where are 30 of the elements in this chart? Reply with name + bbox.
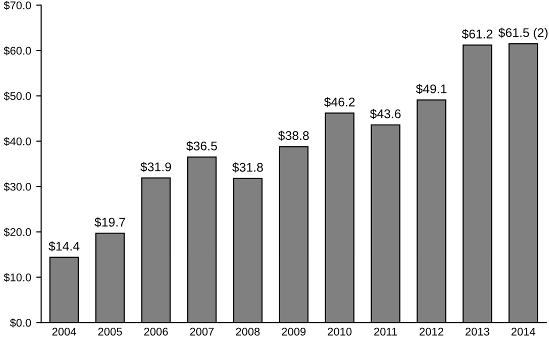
- data-label: $38.8: [278, 130, 309, 141]
- data-label: $43.6: [370, 108, 401, 119]
- data-label: $36.5: [186, 141, 217, 152]
- x-tick-label: 2009: [282, 328, 306, 336]
- data-label: $31.8: [232, 162, 263, 172]
- data-label: $19.7: [94, 217, 126, 228]
- y-tick-label: $50.0: [4, 92, 32, 101]
- x-tick-label: 2014: [512, 328, 536, 336]
- data-label: $46.2: [324, 97, 355, 108]
- x-tick-label: 2007: [190, 328, 214, 336]
- y-tick-label: $70.0: [4, 0, 32, 10]
- x-tick-label: 2006: [144, 328, 168, 336]
- data-label: $61.5 (2): [498, 28, 548, 40]
- x-tick-label: 2011: [374, 328, 397, 336]
- y-tick-label: $0.0: [10, 318, 32, 328]
- data-label: $14.4: [48, 241, 80, 252]
- x-tick-label: 2004: [52, 328, 76, 336]
- x-tick-label: 2008: [236, 328, 260, 336]
- data-label: $61.2: [462, 29, 492, 40]
- data-label: $31.9: [140, 162, 172, 172]
- x-tick-label: 2005: [98, 328, 122, 336]
- y-tick-label: $60.0: [4, 46, 32, 56]
- y-tick-label: $10.0: [4, 273, 32, 282]
- y-tick-label: $20.0: [4, 228, 32, 237]
- data-label: $49.1: [416, 84, 446, 94]
- x-tick-label: 2013: [466, 328, 490, 336]
- x-tick-label: 2010: [328, 328, 352, 336]
- y-tick-label: $30.0: [4, 182, 32, 192]
- x-tick-label: 2012: [420, 328, 444, 336]
- y-tick-label: $40.0: [4, 137, 32, 146]
